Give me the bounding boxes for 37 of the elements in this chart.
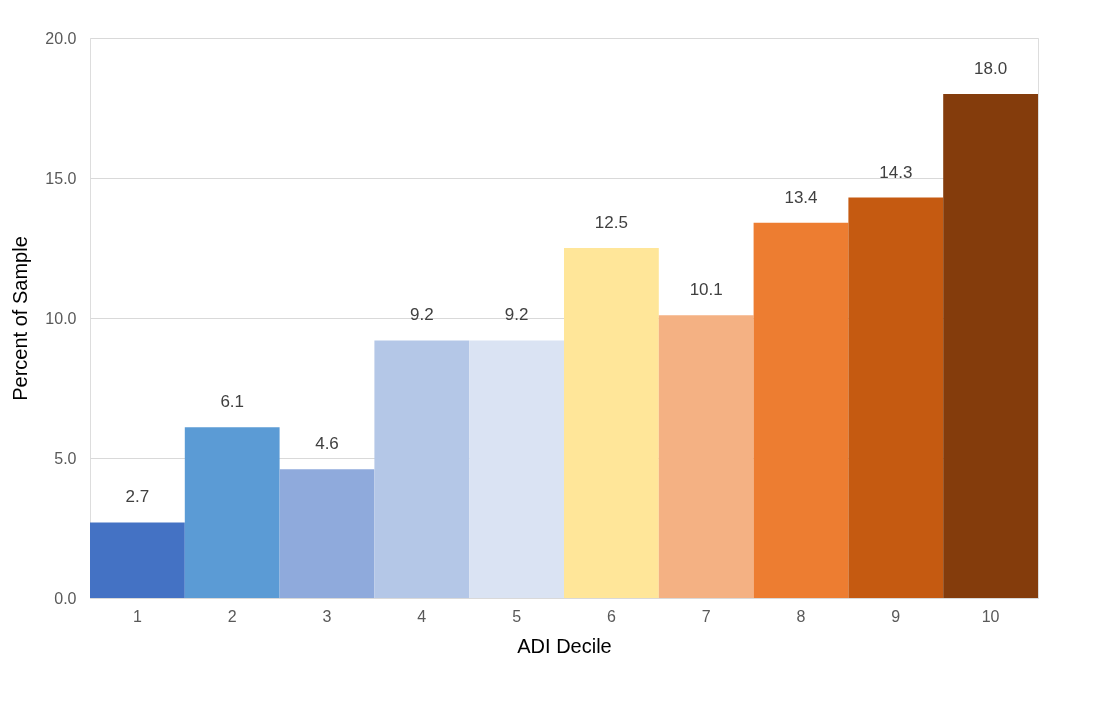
data-label: 9.2 [409, 305, 434, 325]
bar [658, 315, 754, 598]
y-tick-label: 10.0 [45, 309, 77, 327]
data-label: 9.2 [504, 305, 529, 325]
x-tick-label: 5 [512, 607, 522, 625]
y-tick-label: 15.0 [45, 169, 77, 187]
data-label: 6.1 [220, 392, 245, 412]
x-tick-label: 6 [606, 607, 616, 625]
x-tick-label: 3 [322, 607, 332, 625]
data-label: 2.7 [125, 487, 150, 507]
bar [279, 469, 375, 598]
x-tick-label: 7 [701, 607, 711, 625]
data-label: 10.1 [689, 280, 723, 300]
bar [848, 197, 944, 598]
x-tick-label: 1 [132, 607, 142, 625]
x-tick-label: 4 [417, 607, 427, 625]
x-tick-label: 2 [227, 607, 237, 625]
x-axis-title: ADI Decile [517, 634, 612, 657]
x-tick-label: 10 [981, 607, 1000, 625]
data-label: 13.4 [784, 187, 818, 207]
bar [184, 427, 280, 598]
bar [90, 522, 185, 598]
data-label: 12.5 [594, 213, 628, 232]
bar [469, 340, 564, 598]
bar [564, 248, 659, 598]
y-tick-label: 0.0 [54, 589, 77, 607]
y-tick-label: 20.0 [45, 29, 77, 47]
x-tick-label: 9 [891, 607, 901, 625]
bar [753, 222, 849, 598]
data-label: 14.3 [879, 162, 913, 182]
bar [374, 340, 470, 598]
bar [943, 94, 1038, 598]
y-tick-label: 5.0 [54, 449, 77, 467]
x-tick-label: 8 [796, 607, 806, 625]
data-label: 4.6 [315, 434, 339, 454]
data-label: 18.0 [974, 59, 1008, 78]
y-axis-title: Percent of Sample [9, 236, 32, 401]
